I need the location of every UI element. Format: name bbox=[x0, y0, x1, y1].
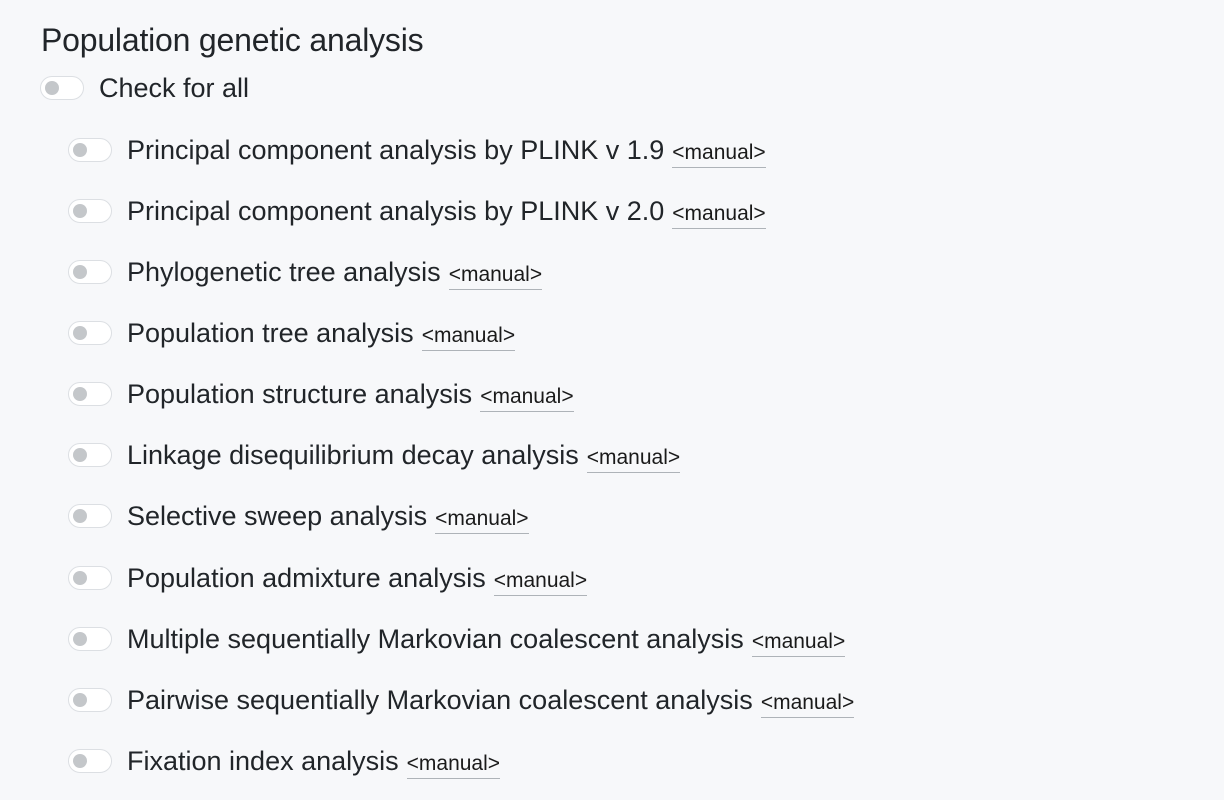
toggle-knob bbox=[73, 326, 87, 340]
analysis-toggle[interactable] bbox=[68, 443, 112, 467]
toggle-knob bbox=[73, 754, 87, 768]
analysis-toggle[interactable] bbox=[68, 627, 112, 651]
analysis-option-population-admixture: Population admixture analysis <manual> bbox=[68, 558, 588, 598]
analysis-option-ld-decay: Linkage disequilibrium decay analysis <m… bbox=[68, 435, 681, 475]
analysis-option-fixation-index: Fixation index analysis <manual> bbox=[68, 741, 501, 781]
toggle-knob bbox=[73, 571, 87, 585]
analysis-label[interactable]: Multiple sequentially Markovian coalesce… bbox=[127, 624, 744, 654]
toggle-knob bbox=[73, 265, 87, 279]
manual-link[interactable]: <manual> bbox=[586, 444, 681, 473]
section-title: Population genetic analysis bbox=[41, 22, 424, 58]
toggle-knob bbox=[73, 448, 87, 462]
check-for-all-label[interactable]: Check for all bbox=[99, 73, 250, 103]
analysis-option-selective-sweep: Selective sweep analysis <manual> bbox=[68, 496, 529, 536]
analysis-label[interactable]: Phylogenetic tree analysis bbox=[127, 257, 441, 287]
analysis-option-psmc: Pairwise sequentially Markovian coalesce… bbox=[68, 680, 855, 720]
manual-link[interactable]: <manual> bbox=[751, 628, 846, 657]
analysis-label[interactable]: Pairwise sequentially Markovian coalesce… bbox=[127, 685, 753, 715]
manual-link[interactable]: <manual> bbox=[672, 139, 766, 168]
analysis-toggle[interactable] bbox=[68, 566, 112, 590]
analysis-option-population-tree: Population tree analysis <manual> bbox=[68, 313, 516, 353]
analysis-toggle[interactable] bbox=[68, 321, 112, 345]
manual-link[interactable]: <manual> bbox=[760, 689, 855, 718]
manual-link[interactable]: <manual> bbox=[480, 383, 574, 412]
analysis-label[interactable]: Principal component analysis by PLINK v … bbox=[127, 196, 665, 226]
analysis-toggle[interactable] bbox=[68, 382, 112, 406]
analysis-label[interactable]: Principal component analysis by PLINK v … bbox=[127, 135, 665, 165]
analysis-option-msmc: Multiple sequentially Markovian coalesce… bbox=[68, 619, 846, 659]
toggle-knob bbox=[73, 387, 87, 401]
manual-link[interactable]: <manual> bbox=[421, 322, 516, 351]
toggle-knob bbox=[73, 693, 87, 707]
analysis-label[interactable]: Selective sweep analysis bbox=[127, 501, 428, 531]
manual-link[interactable]: <manual> bbox=[448, 261, 543, 290]
check-for-all-toggle[interactable] bbox=[40, 76, 84, 100]
analysis-toggle[interactable] bbox=[68, 199, 112, 223]
toggle-knob bbox=[45, 81, 59, 95]
analysis-toggle[interactable] bbox=[68, 260, 112, 284]
toggle-knob bbox=[73, 143, 87, 157]
analysis-label[interactable]: Linkage disequilibrium decay analysis bbox=[127, 440, 579, 470]
analysis-toggle[interactable] bbox=[68, 138, 112, 162]
analysis-toggle[interactable] bbox=[68, 688, 112, 712]
manual-link[interactable]: <manual> bbox=[406, 750, 501, 779]
analysis-option-population-structure: Population structure analysis <manual> bbox=[68, 374, 574, 414]
analysis-label[interactable]: Population tree analysis bbox=[127, 318, 414, 348]
manual-link[interactable]: <manual> bbox=[672, 200, 766, 229]
analysis-label[interactable]: Fixation index analysis bbox=[127, 746, 399, 776]
toggle-knob bbox=[73, 632, 87, 646]
analysis-option-pca-plink-1-9: Principal component analysis by PLINK v … bbox=[68, 130, 766, 170]
toggle-knob bbox=[73, 509, 87, 523]
analysis-label[interactable]: Population admixture analysis bbox=[127, 563, 486, 593]
analysis-toggle[interactable] bbox=[68, 749, 112, 773]
analysis-option-pca-plink-2-0: Principal component analysis by PLINK v … bbox=[68, 191, 766, 231]
manual-link[interactable]: <manual> bbox=[493, 567, 588, 596]
analysis-toggle[interactable] bbox=[68, 504, 112, 528]
check-for-all-row: Check for all bbox=[40, 68, 249, 108]
analysis-label[interactable]: Population structure analysis bbox=[127, 379, 473, 409]
analysis-option-phylogenetic-tree: Phylogenetic tree analysis <manual> bbox=[68, 252, 543, 292]
toggle-knob bbox=[73, 204, 87, 218]
manual-link[interactable]: <manual> bbox=[435, 505, 529, 534]
